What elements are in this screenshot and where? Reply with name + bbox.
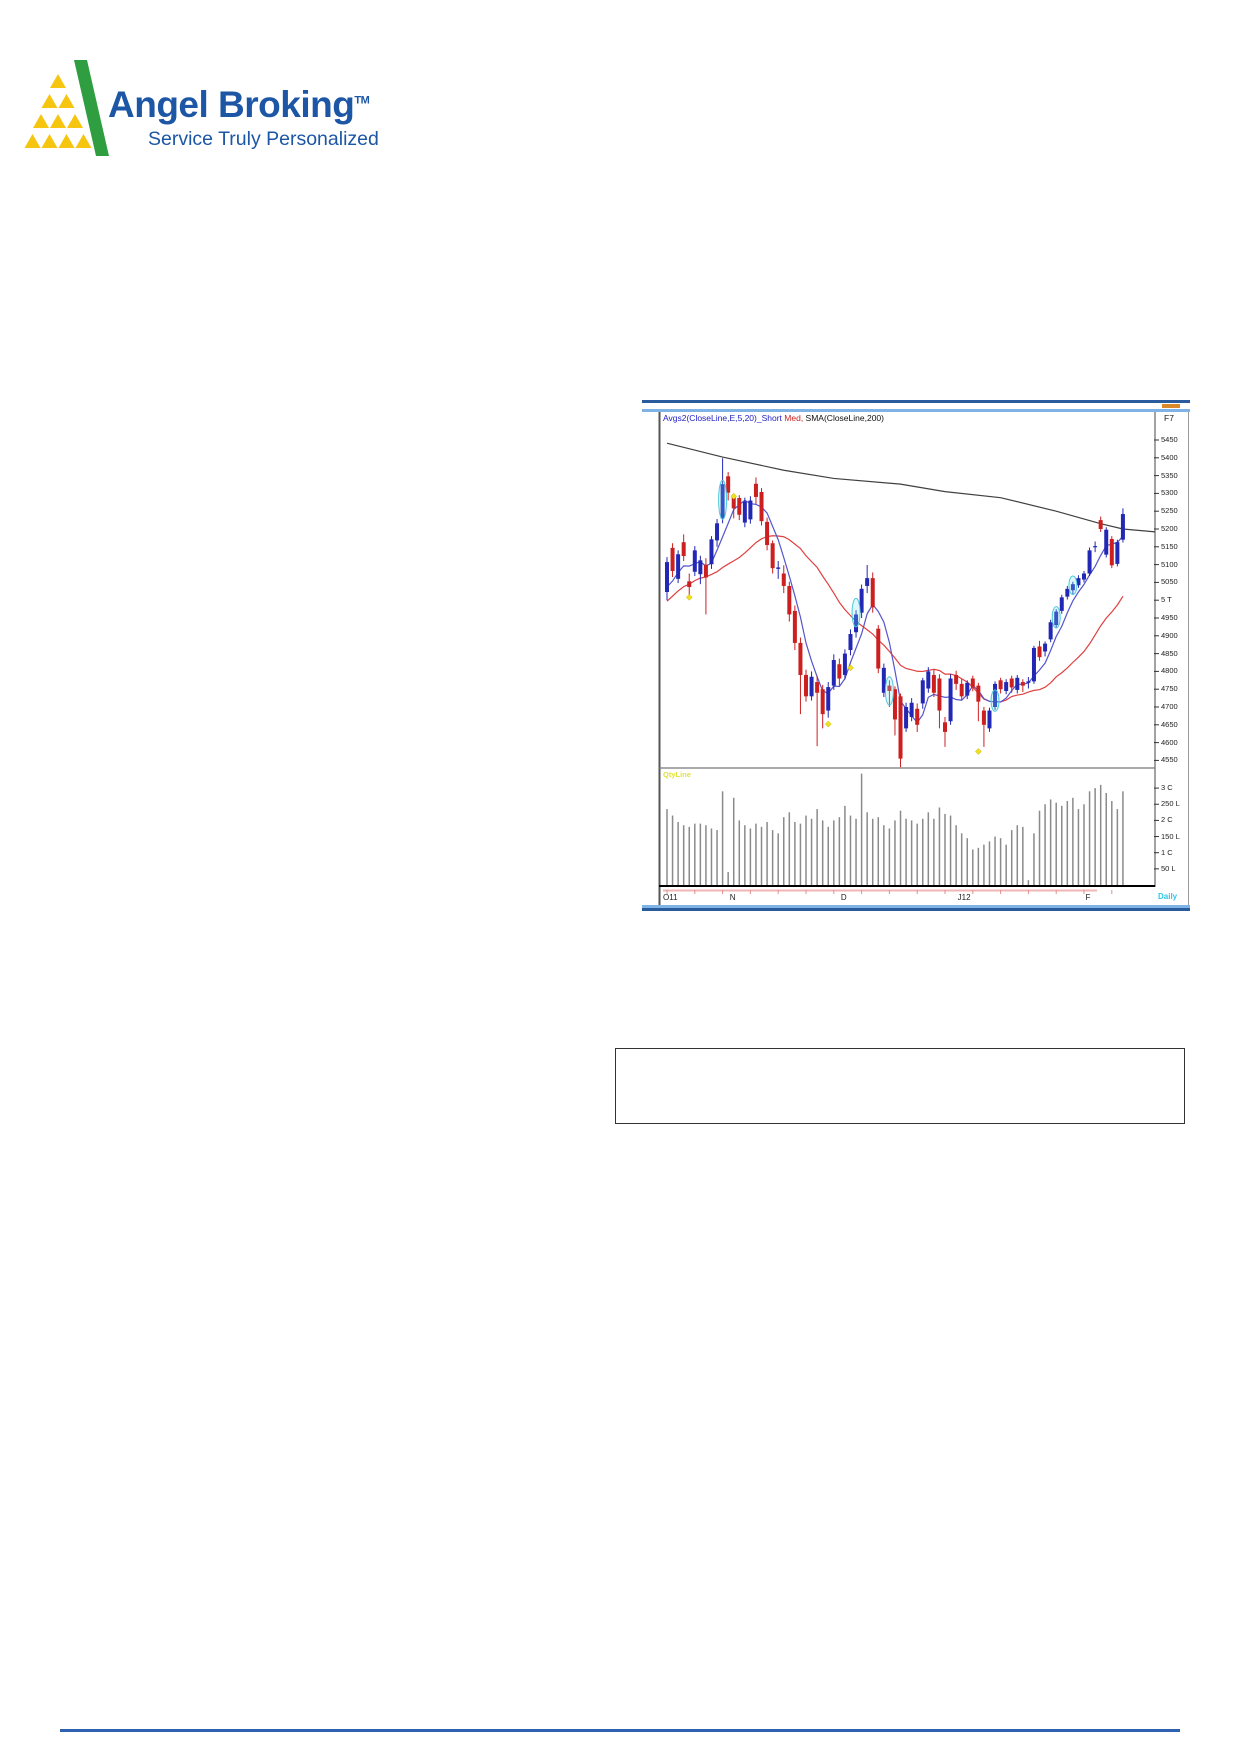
price-axis-label: 5 T [1161,595,1172,605]
brand-name: Angel BrokingTM [108,84,370,126]
trademark-symbol: TM [354,94,370,107]
brand-logo: Angel BrokingTM Service Truly Personaliz… [24,56,444,166]
price-axis-label: 4550 [1161,755,1178,765]
chart-bottom-dark-rule [642,908,1190,911]
volume-axis-label: 3 C [1161,783,1173,793]
price-axis-label: 5250 [1161,506,1178,516]
date-axis-label: D [840,893,847,902]
price-axis-label: 5150 [1161,541,1178,551]
nifty-daily-chart: Avgs2(CloseLine,E,5,20)_Short Med, SMA(C… [642,398,1190,914]
price-axis-label: 4650 [1161,719,1178,729]
volume-pane-label: QtyLine [663,770,691,779]
hotkey-label: F7 [1164,413,1174,423]
price-axis-label: 4800 [1161,666,1178,676]
date-axis-label: N [729,893,736,902]
volume-axis-label: 50 L [1161,863,1176,873]
price-axis-label: 4600 [1161,737,1178,747]
periodicity-label: Daily [1158,892,1178,901]
price-axis-label: 4750 [1161,684,1178,694]
price-axis-label: 4950 [1161,613,1178,622]
price-axis-label: 5450 [1161,435,1178,444]
chart-bottom-light-rule [642,905,1190,908]
price-axis-label: 5300 [1161,488,1178,498]
price-axis-label: 4700 [1161,702,1178,711]
indicator-med-label: Med, [784,413,804,423]
volume-axis-label: 1 C [1161,847,1173,857]
chart-corner-orange-mark [1162,404,1180,408]
volume-axis-label: 250 L [1161,799,1180,809]
chart-top-light-rule [642,409,1190,412]
price-axis-label: 4900 [1161,630,1178,640]
brand-tagline: Service Truly Personalized [148,128,379,150]
angel-pyramid-logo-icon [24,60,109,156]
date-axis-label: O11 [663,893,678,902]
date-axis-label: J12 [957,893,971,902]
date-axis-label: F [1085,893,1091,902]
volume-axis-label: 150 L [1161,831,1180,841]
indicator-short-label: Avgs2(CloseLine,E,5,20)_Short [663,413,785,423]
footer-divider [60,1729,1180,1732]
brand-name-text: Angel Broking [108,84,355,125]
chart-top-dark-rule [642,400,1190,403]
price-axis-label: 5400 [1161,452,1178,462]
price-axis-label: 5350 [1161,470,1178,480]
empty-remarks-box [615,1048,1185,1124]
price-axis-label: 4850 [1161,648,1178,658]
price-axis-label: 5050 [1161,577,1178,587]
indicator-sma-label: SMA(CloseLine,200) [803,413,884,423]
price-axis-label: 5200 [1161,524,1178,533]
price-axis-label: 5100 [1161,559,1178,569]
indicator-title: Avgs2(CloseLine,E,5,20)_Short Med, SMA(C… [663,413,884,423]
chart-canvas [658,412,1189,905]
volume-axis-label: 2 C [1161,815,1173,825]
